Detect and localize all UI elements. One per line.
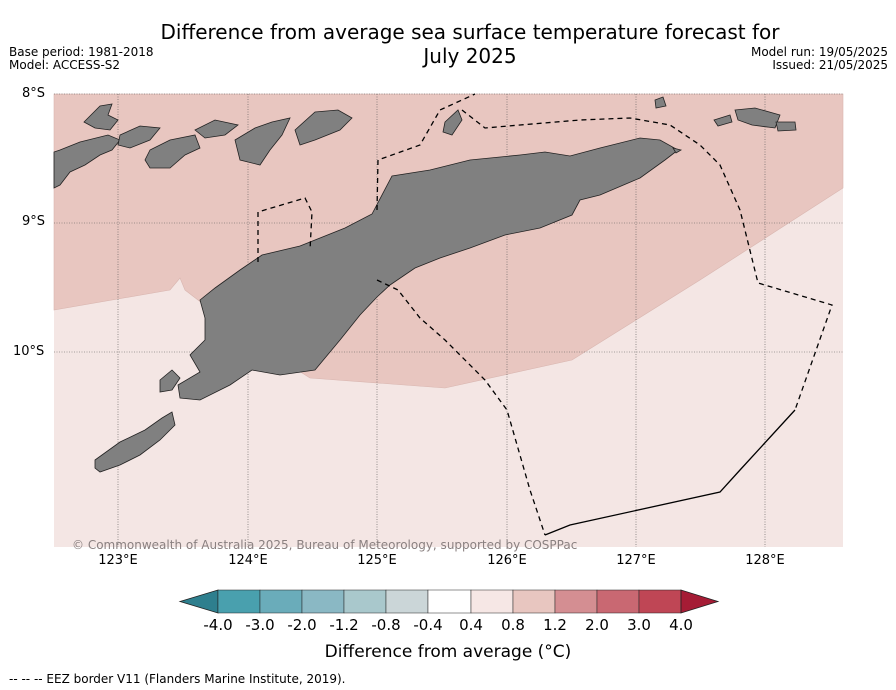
colorbar-seg-11 — [638, 589, 682, 614]
lakor-island — [713, 114, 733, 127]
lat-label-8s: 8°S — [22, 86, 46, 101]
eez-borders — [257, 93, 833, 536]
colorbar-extend-high — [680, 589, 720, 614]
colorbar-seg-4 — [343, 589, 387, 614]
colorbar-tick-label: -3.0 — [245, 616, 275, 634]
kisar-island — [654, 96, 667, 109]
alor-island — [53, 134, 121, 189]
lon-label-126e: 126°E — [487, 553, 527, 568]
colorbar-tick-label: 3.0 — [627, 616, 651, 634]
colorbar-tick-label: 4.0 — [669, 616, 693, 634]
timor-island — [177, 137, 679, 401]
colorbar-tick-label: -4.0 — [203, 616, 233, 634]
leti-island — [734, 107, 781, 129]
atauro-island — [442, 109, 463, 136]
rote-island — [94, 411, 176, 473]
colorbar-tick-label: -2.0 — [287, 616, 317, 634]
colorbar-tick-label: 1.2 — [543, 616, 567, 634]
colorbar-extend-low — [178, 589, 219, 614]
sawu-island — [159, 369, 181, 393]
colorbar-tick-label: 0.8 — [501, 616, 525, 634]
base-period: Base period: 1981-2018 — [9, 45, 154, 59]
colorbar-seg-7 — [470, 589, 514, 614]
colorbar-title: Difference from average (°C) — [324, 642, 572, 662]
chart-title-line2: July 2025 — [423, 44, 517, 68]
colorbar-seg-8 — [512, 589, 556, 614]
eez-solid-border — [544, 409, 796, 536]
colorbar-tick-label: 0.4 — [459, 616, 483, 634]
lon-label-127e: 127°E — [616, 553, 656, 568]
land — [53, 96, 797, 473]
moa-island — [775, 121, 797, 132]
meta-left: Base period: 1981-2018 Model: ACCESS-S2 — [9, 46, 154, 72]
lat-label-9s: 9°S — [22, 214, 46, 229]
colorbar-seg-9 — [554, 589, 598, 614]
colorbar-seg-6 — [427, 589, 472, 614]
colorbar-seg-10 — [596, 589, 640, 614]
flores-east-island — [83, 103, 119, 131]
colorbar-seg-3 — [301, 589, 345, 614]
chart-title-line1: Difference from average sea surface temp… — [160, 20, 780, 44]
colorbar-tick-label: 2.0 — [585, 616, 609, 634]
solor-island — [144, 134, 201, 169]
colorbar-seg-2 — [259, 589, 303, 614]
eez-border-note: -- -- -- EEZ border V11 (Flanders Marine… — [9, 672, 346, 686]
lon-label-123e: 123°E — [98, 553, 138, 568]
pantar-island — [117, 125, 161, 149]
issued-date: Issued: 21/05/2025 — [772, 58, 888, 72]
colorbar-seg-1 — [217, 589, 261, 614]
colorbar-tick-label: -1.2 — [329, 616, 359, 634]
lat-label-10s: 10°S — [13, 344, 45, 359]
wetar-island — [294, 109, 353, 146]
colorbar — [178, 589, 720, 614]
colorbar-seg-5 — [385, 589, 429, 614]
model-name: Model: ACCESS-S2 — [9, 58, 121, 72]
wetar-west-island — [234, 117, 291, 166]
lon-label-128e: 128°E — [745, 553, 785, 568]
meta-right: Model run: 19/05/2025 Issued: 21/05/2025 — [751, 46, 888, 72]
colorbar-tick-label: -0.4 — [413, 616, 443, 634]
colorbar-tick-label: -0.8 — [371, 616, 401, 634]
copyright-note: © Commonwealth of Australia 2025, Bureau… — [72, 538, 578, 552]
lembata-island — [194, 119, 239, 139]
lon-label-124e: 124°E — [228, 553, 268, 568]
lon-label-125e: 125°E — [357, 553, 397, 568]
timor-tail-island — [672, 147, 683, 154]
model-run: Model run: 19/05/2025 — [750, 45, 888, 59]
